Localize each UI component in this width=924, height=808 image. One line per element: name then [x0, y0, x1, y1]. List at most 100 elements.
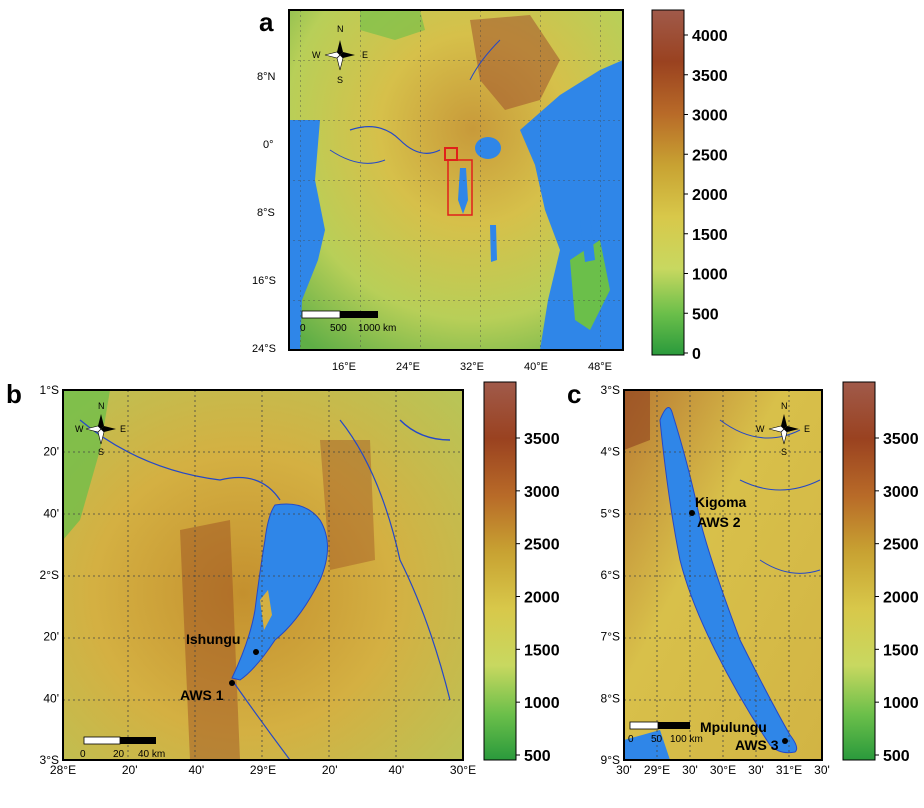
panel-c-lat-tick: 4°S [601, 445, 620, 459]
colorbar-b-ticks: 3500 3000 2500 2000 1500 1000 500 [516, 431, 560, 765]
inset-box-c [447, 159, 473, 216]
colorbar-c [842, 381, 876, 761]
scale-b-40: 40 km [138, 749, 165, 760]
compass-a-s: S [337, 75, 343, 85]
colorbar-a [651, 9, 685, 356]
panel-a-frame [288, 9, 624, 351]
panel-c-lon-tick: 30' [814, 763, 830, 777]
panel-b-lon-tick: 20' [122, 763, 138, 777]
compass-c: N S W E [756, 401, 810, 457]
panel-c: c Kigoma AWS 2 Mpulungu AWS 3 N S W [567, 379, 919, 777]
a-lat-1: 8°N [257, 71, 276, 83]
colorbar-c-tick-label: 1500 [883, 642, 919, 659]
panel-b-lon-tick: 40' [189, 763, 205, 777]
station-mpulungu-marker [782, 738, 788, 744]
northwest-highland [624, 390, 650, 450]
compass-a-e: E [362, 50, 368, 60]
scale-c-100: 100 km [670, 734, 703, 745]
panel-c-lat-tick: 7°S [601, 630, 620, 644]
compass-b-w: W [75, 424, 84, 434]
colorbar-a-tick-label: 3500 [692, 68, 728, 85]
eastern-ridge [320, 440, 375, 570]
panel-c-lat-tick: 8°S [601, 691, 620, 705]
colorbar-a-tick-label: 500 [692, 306, 719, 323]
colorbar-c-ticks: 3500 3000 2500 2000 1500 1000 500 [875, 431, 919, 765]
colorbar-a-tick-label: 4000 [692, 28, 728, 45]
river-b2 [339, 419, 451, 701]
panel-c-lat-tick: 6°S [601, 568, 620, 582]
compass-a: N S W E [312, 24, 368, 85]
colorbar-a-tick-label: 1000 [692, 267, 728, 284]
panel-b: b Ishungu AWS 1 N S W [6, 379, 560, 777]
compass-c-w: W [756, 424, 765, 434]
colorbar-a-tick-label: 1500 [692, 227, 728, 244]
panel-b-lat-tick: 3°S [40, 753, 59, 767]
panel-a-letter: a [259, 7, 274, 37]
scale-c-0: 0 [628, 734, 634, 745]
compass-a-n: N [337, 24, 344, 34]
a-lat-2: 0° [263, 139, 274, 151]
compass-c-e: E [804, 424, 810, 434]
panel-b-lat-tick: 20' [43, 630, 59, 644]
panel-c-lon-tick: 30' [748, 763, 764, 777]
colorbar-c-tick-label: 3500 [883, 431, 919, 448]
panel-c-lon-tick: 30' [616, 763, 632, 777]
panel-c-lat-ticks: 3°S 4°S 5°S 6°S 7°S 8°S 9°S [601, 383, 620, 767]
panel-b-lat-tick: 1°S [40, 383, 59, 397]
panel-c-grid [624, 390, 822, 760]
compass-c-s: S [781, 447, 787, 457]
panel-b-lon-tick: 20' [322, 763, 338, 777]
panel-a: a N S W E [252, 7, 728, 373]
station-aws2-label: AWS 2 [697, 514, 741, 530]
scale-a-1000: 1000 km [358, 323, 396, 334]
scale-bar-c: 0 50 100 km [628, 721, 703, 745]
station-mpulungu-label: Mpulungu [700, 719, 767, 735]
panel-c-lon-tick: 30°E [710, 763, 736, 777]
colorbar-b-tick-label: 500 [524, 748, 551, 765]
a-lon-5: 48°E [588, 361, 612, 373]
a-lat-4: 16°S [252, 275, 276, 287]
idjwi-island [260, 590, 272, 630]
scale-a-500: 500 [330, 323, 347, 334]
a-lon-2: 24°E [396, 361, 420, 373]
scale-c-50: 50 [651, 734, 663, 745]
colorbar-c-tick-label: 1000 [883, 695, 919, 712]
river-b1 [79, 419, 281, 501]
panel-c-lat-tick: 5°S [601, 506, 620, 520]
station-kigoma-marker [689, 510, 695, 516]
scale-bar-a: 0 500 1000 km [300, 310, 396, 334]
colorbar-a-tick-label: 2500 [692, 147, 728, 164]
lake-kivu [231, 503, 328, 681]
panel-b-lon-ticks: 28°E 20' 40' 29°E 20' 40' 30°E [50, 763, 476, 777]
lake-mweru [624, 730, 670, 760]
panel-b-lon-tick: 28°E [50, 763, 76, 777]
compass-b: N S W E [75, 401, 126, 457]
a-lon-4: 40°E [524, 361, 548, 373]
panel-b-frame [62, 389, 464, 761]
colorbar-c-tick-label: 2500 [883, 537, 919, 554]
colorbar-b-tick-label: 3000 [524, 484, 560, 501]
colorbar-c-tick-label: 3000 [883, 484, 919, 501]
scale-bar-b: 0 20 40 km [80, 736, 165, 760]
panel-b-lat-tick: 40' [43, 691, 59, 705]
panel-b-lon-tick: 40' [389, 763, 405, 777]
panel-b-lon-tick: 30°E [450, 763, 476, 777]
panel-b-lat-tick: 40' [43, 506, 59, 520]
colorbar-b-tick-label: 1500 [524, 642, 560, 659]
panel-c-frame [623, 389, 823, 761]
panel-b-lat-tick: 20' [43, 445, 59, 459]
compass-b-e: E [120, 424, 126, 434]
a-lon-1: 16°E [332, 361, 356, 373]
panel-c-lat-tick: 3°S [601, 383, 620, 397]
compass-b-n: N [98, 401, 105, 411]
a-lon-3: 32°E [460, 361, 484, 373]
panel-c-lon-tick: 29°E [644, 763, 670, 777]
a-lat-5: 24°S [252, 343, 276, 355]
a-lat-3: 8°S [257, 207, 275, 219]
lake-tanganyika [659, 407, 798, 754]
station-ishungu-label: Ishungu [186, 631, 240, 647]
river-b3 [231, 679, 291, 761]
colorbar-a-tick-label: 3000 [692, 108, 728, 125]
panel-b-letter: b [6, 379, 22, 409]
scale-a-0: 0 [300, 323, 306, 334]
